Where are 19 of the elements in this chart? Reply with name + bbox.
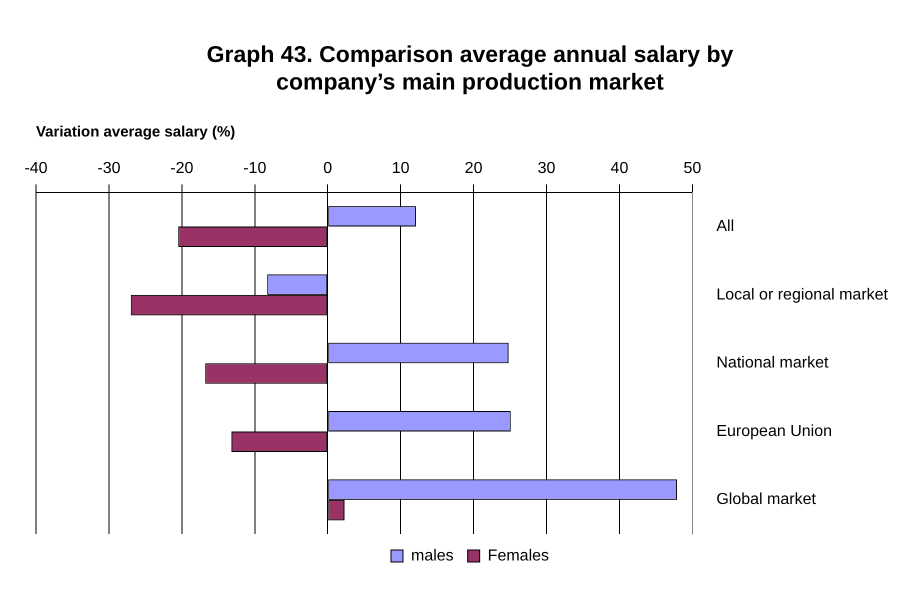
x-tick-label: 0 (323, 160, 332, 178)
x-axis-title: Variation average salary (%) (36, 123, 236, 140)
y-tick-label: European Union (716, 422, 832, 440)
x-tick-label: -40 (24, 160, 48, 178)
x-tick-label: 20 (464, 160, 483, 178)
y-tick-label: National market (716, 354, 829, 372)
y-tick-label: Global market (716, 491, 817, 508)
x-tick-label: 40 (610, 160, 628, 178)
y-tick-label: All (716, 218, 734, 235)
x-tick-label: -20 (170, 160, 194, 178)
legend-label: Females (488, 547, 550, 564)
y-tick-label: Local or regional market (716, 286, 889, 304)
x-tick-label: -10 (243, 160, 266, 178)
chart-title: Graph 43. Comparison average annual salary by company’s main production market (206, 41, 734, 95)
x-tick-label: 50 (683, 160, 702, 178)
x-tick-label: -30 (97, 160, 121, 178)
x-tick-label: 30 (538, 160, 556, 178)
legend-label: males (410, 547, 454, 564)
x-tick-label: 10 (392, 160, 410, 178)
